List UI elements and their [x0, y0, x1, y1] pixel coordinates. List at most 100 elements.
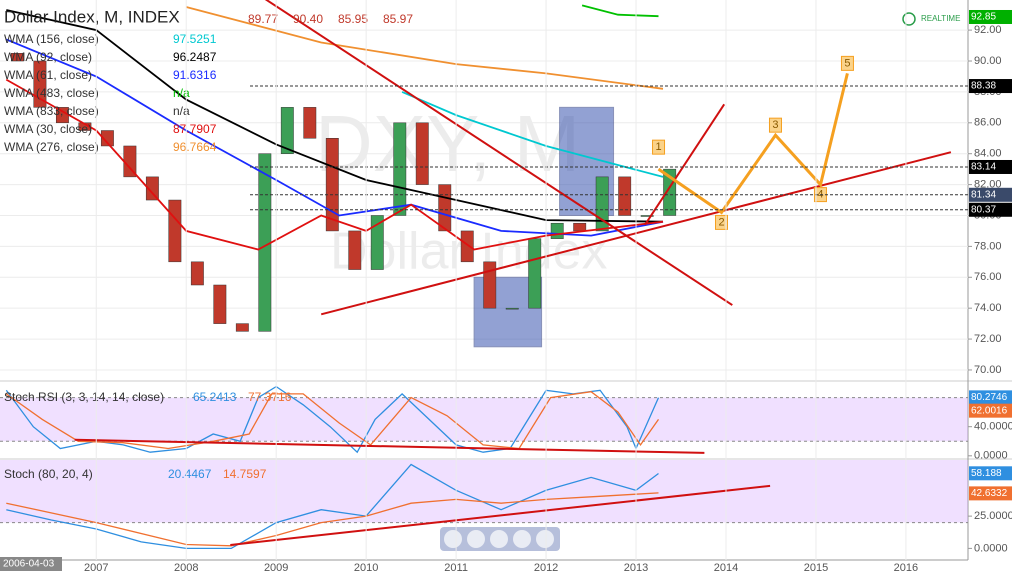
trendline: [230, 484, 771, 546]
date-label: 2006-04-03: [3, 559, 55, 570]
y-tick-label: 90.00: [974, 55, 1002, 67]
x-tick-label: 2011: [444, 562, 468, 574]
wave-label: 5: [844, 57, 850, 69]
wave-label-box: [652, 139, 666, 155]
candle: [100, 130, 114, 147]
legend-value: 96.2487: [173, 50, 217, 64]
price-label: 62.0016: [971, 405, 1008, 416]
plot: [0, 385, 968, 454]
indicator-line: [5, 78, 664, 251]
price-label-bg: [969, 9, 1012, 24]
candle: [573, 222, 587, 232]
ohlc-value: 85.97: [383, 12, 413, 26]
legend-name: WMA (92, close): [4, 50, 92, 64]
price-label-bg: [969, 79, 1012, 94]
x-tick-label: 2012: [534, 562, 558, 574]
scroll-left[interactable]: [444, 530, 462, 548]
y-tick-label: 78.00: [974, 240, 1002, 252]
projection-line: [657, 73, 849, 215]
price-label-bg: [969, 187, 1012, 202]
clock-icon: [902, 12, 916, 26]
wave-label: 3: [772, 119, 778, 131]
legend-value: 14.7597: [223, 467, 267, 481]
legend-name: WMA (30, close): [4, 122, 92, 136]
price-label-bg: [969, 466, 1012, 481]
x-tick-label: 2008: [174, 562, 198, 574]
x-tick-label: 2016: [894, 562, 918, 574]
plot: [0, 460, 968, 550]
y-tick-label: 40.0000: [974, 421, 1012, 433]
candle: [370, 215, 384, 270]
price-label: 58.188: [971, 468, 1002, 479]
x-tick-label: 2010: [354, 562, 378, 574]
legend-value: n/a: [173, 104, 190, 118]
candle: [438, 184, 452, 232]
y-tick-label: 72.00: [974, 333, 1002, 345]
chart-title: Dollar Index, M, INDEX: [4, 7, 180, 26]
candle: [10, 53, 24, 62]
legend-value: 87.7907: [173, 122, 217, 136]
candle: [303, 107, 317, 139]
y-tick-label: 82.00: [974, 178, 1002, 190]
y-tick-label: 0.0000: [974, 542, 1008, 554]
legend-name: WMA (156, close): [4, 32, 99, 46]
legend-name: WMA (483, close): [4, 86, 99, 100]
wave-label: 1: [655, 141, 661, 153]
price-label-bg: [969, 202, 1012, 217]
oscillator-line: [6, 463, 659, 550]
legend-value: n/a: [173, 86, 190, 100]
stoch-rsi-pane: 40.0000 0.0000 65.2413 77.3716 Stoch RSI (3,…: [0, 385, 1012, 462]
realtime-badge: REALTIME: [902, 12, 960, 26]
x-tick-label: 2014: [714, 562, 738, 574]
candle: [348, 230, 362, 270]
price-label: 81.34: [971, 189, 996, 200]
legend-value: 77.3716: [248, 390, 292, 404]
oscillator-line: [5, 385, 660, 454]
indicator-line: [6, 9, 664, 223]
ohlc-value: 85.95: [338, 12, 368, 26]
reset[interactable]: [490, 530, 508, 548]
x-tick-label: 2009: [264, 562, 288, 574]
y-tick-label: 0.0000: [974, 450, 1008, 462]
candle: [640, 215, 654, 217]
stoch-pane: 25.0000 0.0000 20.4467 14.7597 Stoch (80, 20…: [0, 460, 1012, 554]
candle: [663, 168, 677, 216]
price-label-bg: [969, 486, 1012, 501]
legend-name: WMA (276, close): [4, 140, 99, 154]
watermark: DXY, M: [315, 99, 580, 188]
x-tick-label: 2007: [84, 562, 108, 574]
zoom-out[interactable]: [467, 530, 485, 548]
candle: [235, 323, 249, 332]
candle: [280, 107, 294, 154]
candle: [33, 60, 47, 108]
ohlc-value: 89.77: [248, 12, 278, 26]
trendline: [264, 0, 733, 306]
indicator-line: [401, 91, 664, 178]
band: [0, 397, 968, 442]
legend-name: WMA (833, close): [4, 104, 99, 118]
price-label: 83.14: [971, 162, 996, 173]
trendline: [644, 103, 726, 226]
oscillator-line: [6, 492, 659, 547]
x-tick-label: 2013: [624, 562, 648, 574]
candle: [393, 122, 407, 216]
price-label-bg: [969, 403, 1012, 418]
price-label: 88.38: [971, 81, 996, 92]
indicator-line: [581, 4, 659, 18]
candle: [190, 261, 204, 286]
price-label: 80.2746: [971, 392, 1008, 403]
y-tick-label: 86.00: [974, 117, 1002, 129]
pane-title: Stoch (80, 20, 4): [4, 467, 93, 481]
ohlc-value: 90.40: [293, 12, 323, 26]
zoom-in[interactable]: [513, 530, 531, 548]
candle: [258, 153, 272, 332]
wave-label: 2: [718, 216, 724, 228]
y-tick-label: 92.00: [974, 24, 1002, 36]
y-tick-label: 74.00: [974, 302, 1002, 314]
zoom-controls: [440, 527, 560, 551]
y-tick-label: 25.0000: [974, 510, 1012, 522]
legend-value: 97.5251: [173, 32, 217, 46]
scroll-right[interactable]: [536, 530, 554, 548]
price-label: 42.6332: [971, 488, 1008, 499]
